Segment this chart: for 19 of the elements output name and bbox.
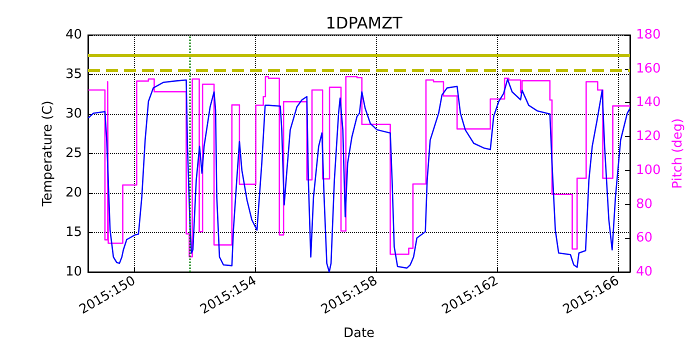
y-tick-label: 40 (65, 28, 82, 42)
y2-tick-label: 140 (636, 95, 661, 110)
y-tick-label: 15 (65, 225, 82, 240)
y2-tick-label: 160 (636, 61, 661, 76)
y-tick-label: 35 (65, 67, 82, 82)
y-axis-title: Temperature (C) (40, 100, 56, 208)
y2-tick-label: 60 (636, 230, 653, 246)
y2-tick-label: 80 (636, 196, 653, 212)
y-tick-label: 30 (65, 106, 82, 122)
y-tick-label: 20 (65, 186, 82, 200)
y2-axis-title: Pitch (deg) (670, 118, 686, 189)
y-tick-label: 10 (65, 264, 82, 280)
y-tick-label: 25 (65, 146, 82, 161)
y2-tick-label: 120 (636, 129, 661, 144)
chart-title: 1DPAMZT (326, 14, 403, 32)
x-axis-title: Date (343, 326, 375, 341)
y2-tick-label: 180 (636, 28, 661, 42)
y2-tick-label: 40 (636, 264, 653, 280)
y2-tick-label: 100 (636, 162, 661, 178)
